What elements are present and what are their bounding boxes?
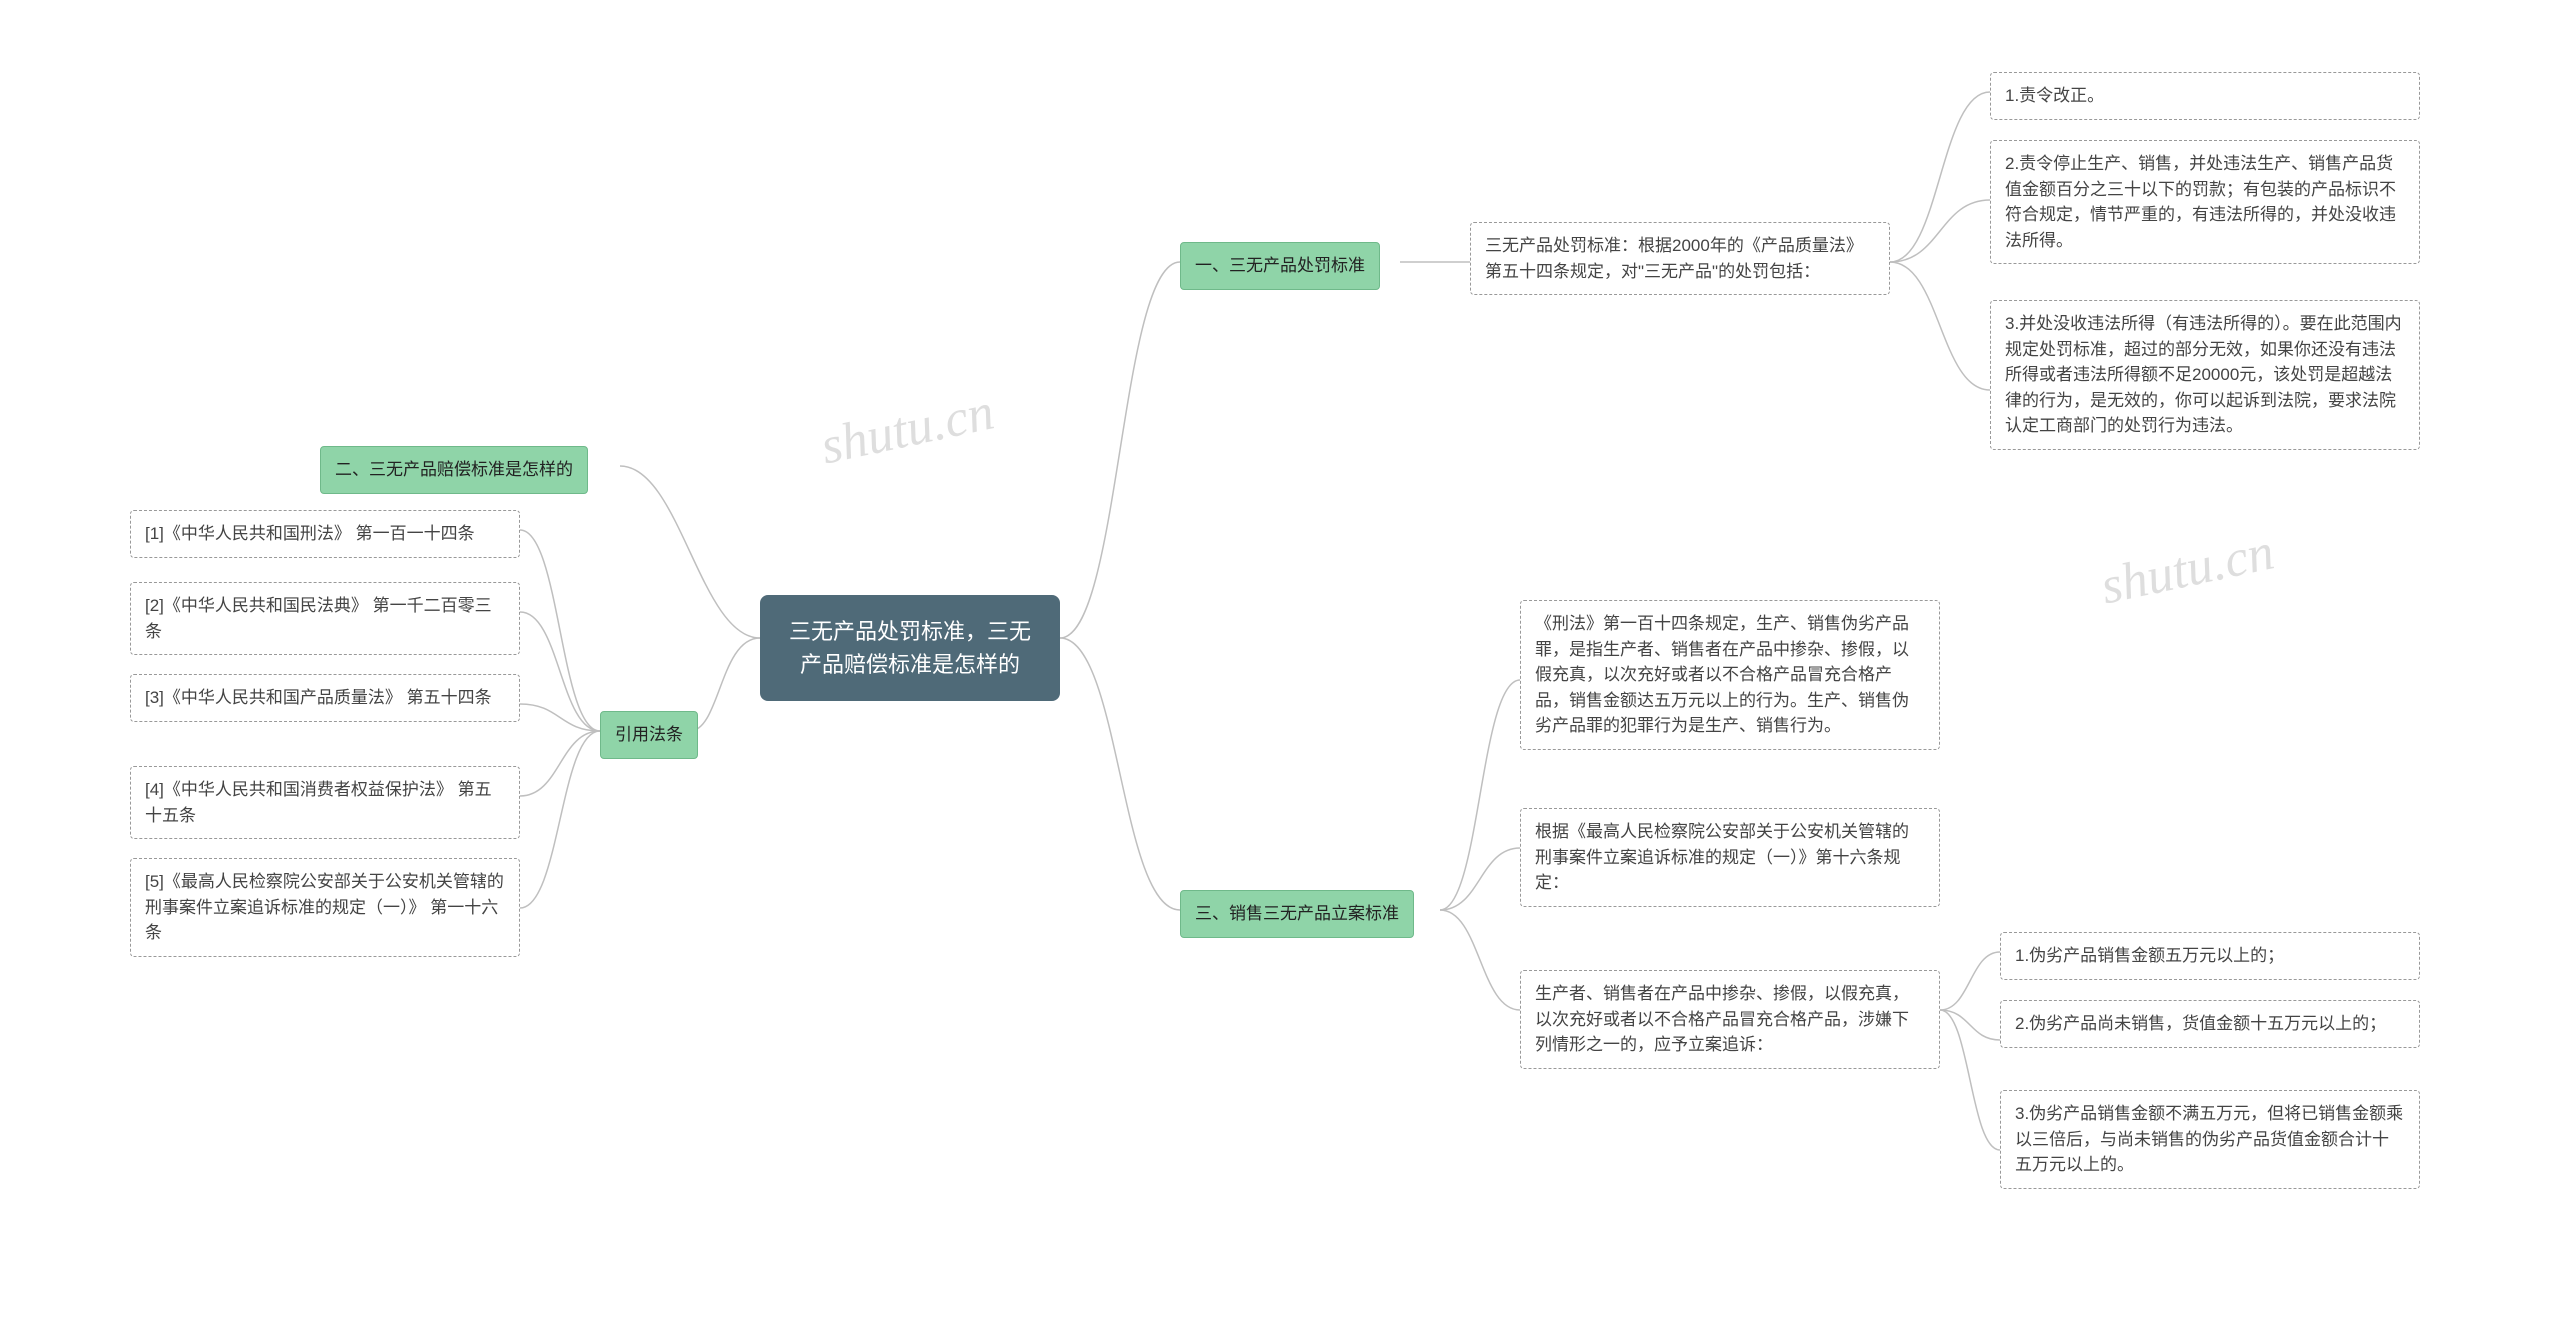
case-item-2: 2.伪劣产品尚未销售，货值金额十五万元以上的； [2000,1000,2420,1048]
penalty-item-2: 2.责令停止生产、销售，并处违法生产、销售产品货值金额百分之三十以下的罚款；有包… [1990,140,2420,264]
case-desc-2: 根据《最高人民检察院公安部关于公安机关管辖的刑事案件立案追诉标准的规定（一）》第… [1520,808,1940,907]
case-desc-3: 生产者、销售者在产品中掺杂、掺假，以假充真，以次充好或者以不合格产品冒充合格产品… [1520,970,1940,1069]
law-ref-4: [4]《中华人民共和国消费者权益保护法》 第五十五条 [130,766,520,839]
branch-compensation-standard: 二、三无产品赔偿标准是怎样的 [320,446,588,494]
case-item-1: 1.伪劣产品销售金额五万元以上的； [2000,932,2420,980]
root-line1: 三无产品处罚标准，三无 [784,615,1036,648]
law-ref-5: [5]《最高人民检察院公安部关于公安机关管辖的刑事案件立案追诉标准的规定（一）》… [130,858,520,957]
penalty-desc: 三无产品处罚标准：根据2000年的《产品质量法》第五十四条规定，对"三无产品"的… [1470,222,1890,295]
law-ref-1: [1]《中华人民共和国刑法》 第一百一十四条 [130,510,520,558]
penalty-item-3: 3.并处没收违法所得（有违法所得的）。要在此范围内规定处罚标准，超过的部分无效，… [1990,300,2420,450]
branch-case-filing-standard: 三、销售三无产品立案标准 [1180,890,1414,938]
root-line2: 产品赔偿标准是怎样的 [784,648,1036,681]
root-node: 三无产品处罚标准，三无 产品赔偿标准是怎样的 [760,595,1060,701]
penalty-item-1: 1.责令改正。 [1990,72,2420,120]
law-ref-2: [2]《中华人民共和国民法典》 第一千二百零三条 [130,582,520,655]
case-desc-1: 《刑法》第一百十四条规定，生产、销售伪劣产品罪，是指生产者、销售者在产品中掺杂、… [1520,600,1940,750]
watermark-2: shutu.cn [2096,522,2279,616]
law-ref-3: [3]《中华人民共和国产品质量法》 第五十四条 [130,674,520,722]
watermark-1: shutu.cn [816,382,999,476]
case-item-3: 3.伪劣产品销售金额不满五万元，但将已销售金额乘以三倍后，与尚未销售的伪劣产品货… [2000,1090,2420,1189]
branch-penalty-standard: 一、三无产品处罚标准 [1180,242,1380,290]
branch-law-references: 引用法条 [600,711,698,759]
